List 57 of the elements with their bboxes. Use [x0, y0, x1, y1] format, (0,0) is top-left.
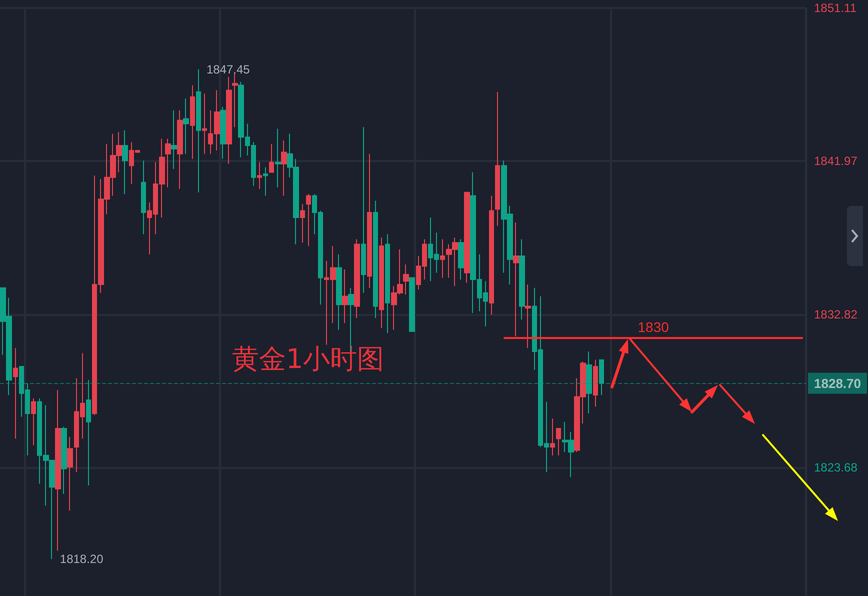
- candlestick: [379, 237, 384, 329]
- candlestick: [458, 238, 464, 280]
- candlestick: [361, 126, 366, 294]
- candlestick: [385, 234, 390, 334]
- candlestick: [550, 418, 555, 456]
- candlestick: [409, 277, 415, 332]
- ref-line-label: 1828.70: [814, 376, 861, 391]
- candlestick: [489, 195, 494, 316]
- candlestick: [257, 162, 262, 190]
- candlestick: [13, 348, 18, 440]
- candlestick: [122, 130, 128, 195]
- candlestick: [141, 160, 146, 235]
- candlestick: [177, 110, 183, 190]
- candlestick: [336, 254, 342, 330]
- candlestick: [232, 72, 238, 128]
- candlestick: [226, 76, 232, 164]
- candlestick: [269, 143, 274, 173]
- candlestick: [495, 91, 500, 226]
- candlestick: [373, 200, 378, 318]
- annotation: 1847.45: [206, 62, 250, 76]
- candlestick: [196, 68, 201, 193]
- candlestick: [183, 98, 189, 154]
- candlestick: [354, 238, 360, 318]
- candlestick: [586, 350, 592, 414]
- annotation: 1818.20: [60, 552, 104, 566]
- candlestick: [464, 192, 470, 284]
- annotation: 1830: [638, 319, 670, 336]
- annotation: 黄金1小时图: [232, 344, 384, 375]
- y-tick-label: 1823.68: [814, 460, 858, 474]
- candlestick: [300, 204, 305, 244]
- y-tick-label: 1851.11: [814, 1, 857, 15]
- candlestick: [86, 379, 91, 486]
- candlestick: [513, 222, 519, 337]
- candlestick: [263, 166, 268, 196]
- candlestick: [31, 398, 36, 446]
- y-tick-label: 1832.82: [814, 307, 858, 322]
- y-tick-label: 1841.97: [814, 154, 858, 168]
- candlestick: [342, 268, 348, 324]
- candlestick: [525, 284, 531, 349]
- candlestick: [403, 264, 409, 296]
- candlestick: [55, 390, 61, 552]
- candlestick: [440, 238, 445, 278]
- candlestick: [593, 359, 598, 408]
- candlestick: [202, 93, 207, 154]
- candlestick: [519, 238, 525, 320]
- candlestick: [61, 426, 67, 494]
- candlestick: [165, 138, 171, 188]
- candlestick: [306, 194, 311, 246]
- candlestick: [556, 428, 561, 456]
- candlestick: [599, 359, 604, 396]
- candlestick: [171, 110, 177, 170]
- candlestick: [367, 153, 372, 288]
- candlestick: [275, 128, 281, 188]
- candlestick: [220, 106, 226, 160]
- candlestick: [67, 436, 73, 512]
- candlestick: [281, 140, 287, 196]
- candlestick: [190, 84, 195, 160]
